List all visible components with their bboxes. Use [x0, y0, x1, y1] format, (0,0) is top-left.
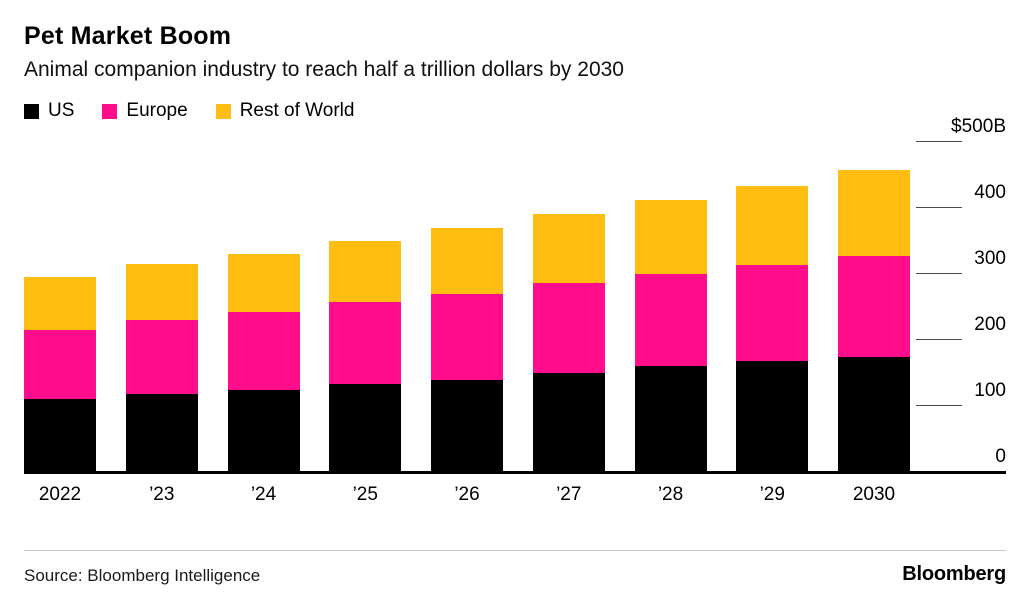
y-tick-line	[916, 339, 962, 340]
bar-segment-us	[532, 373, 605, 472]
legend-item-us: US	[24, 100, 74, 122]
y-tick-label: 300	[974, 248, 1006, 269]
bars	[24, 142, 910, 472]
bar-segment-rest-of-world	[634, 200, 707, 275]
bar-segment-europe	[532, 283, 605, 373]
legend-swatch-europe-icon	[102, 103, 118, 119]
x-axis-line	[24, 471, 1006, 474]
y-tick-line	[916, 207, 962, 208]
x-tick-label-26: ’26	[454, 484, 480, 505]
bar-segment-us	[329, 384, 402, 472]
y-axis: $500B 400 300 200 100 0	[916, 116, 1006, 472]
y-tick-line	[916, 405, 962, 406]
bar-segment-rest-of-world	[431, 227, 503, 294]
legend-label: US	[48, 100, 75, 121]
bar-27	[532, 142, 605, 472]
bar-segment-rest-of-world	[532, 213, 605, 284]
legend-item-rest-of-world: Rest of World	[215, 100, 355, 122]
footer: Source: Bloomberg Intelligence Bloomberg	[24, 551, 1006, 586]
plot-area	[24, 142, 910, 472]
bar-2022	[24, 142, 96, 472]
y-tick-label: 200	[974, 314, 1006, 335]
bar-segment-europe	[634, 274, 707, 367]
bar-segment-rest-of-world	[24, 277, 96, 331]
bloomberg-logo: Bloomberg	[902, 563, 1006, 585]
legend-item-europe: Europe	[102, 100, 188, 122]
source-note: Source: Bloomberg Intelligence	[24, 566, 261, 585]
y-tick-line	[916, 273, 962, 274]
x-tick-label-29: ’29	[759, 484, 785, 505]
x-tick-label-25: ’25	[352, 484, 378, 505]
y-tick-label: $500B	[951, 116, 1006, 137]
bar-segment-us	[227, 389, 300, 472]
bar-segment-europe	[838, 256, 910, 357]
bar-segment-us	[24, 399, 96, 472]
x-tick-label-27: ’27	[556, 484, 582, 505]
legend-swatch-rest-of-world-icon	[215, 103, 231, 119]
y-tick-label: 100	[974, 380, 1006, 401]
bar-segment-europe	[125, 320, 198, 395]
bar-segment-rest-of-world	[227, 253, 300, 312]
legend: US Europe Rest of World	[24, 100, 1006, 122]
x-tick-label-2022: 2022	[38, 484, 82, 505]
x-tick-label-28: ’28	[657, 484, 684, 505]
legend-swatch-us-icon	[24, 103, 39, 119]
bar-segment-us	[736, 361, 809, 472]
spacer	[24, 506, 1006, 544]
bar-29	[736, 142, 809, 472]
bar-segment-europe	[24, 330, 96, 400]
x-tick-label-2030: 2030	[852, 484, 896, 505]
bar-segment-rest-of-world	[838, 170, 910, 257]
chart: $500B 400 300 200 100 0	[24, 116, 1006, 474]
bar-26	[431, 142, 503, 472]
bar-segment-rest-of-world	[125, 264, 198, 321]
x-tick-label-24: ’24	[250, 484, 277, 505]
bar-segment-us	[838, 356, 910, 472]
bar-2030	[838, 142, 910, 472]
bar-24	[227, 142, 300, 472]
bar-segment-us	[431, 379, 503, 472]
legend-label: Europe	[126, 100, 188, 121]
page-subtitle: Animal companion industry to reach half …	[24, 58, 624, 81]
bar-segment-europe	[329, 302, 402, 385]
footer-divider	[24, 550, 1006, 551]
y-tick-line	[916, 141, 962, 142]
bar-segment-us	[125, 394, 198, 472]
x-axis-labels: 2022 ’23 ’24 ’25 ’26 ’27 ’28 ’29 2030	[24, 484, 910, 506]
bar-segment-rest-of-world	[736, 186, 809, 266]
bar-segment-europe	[736, 265, 809, 362]
bar-segment-rest-of-world	[329, 241, 402, 303]
bar-23	[125, 142, 198, 472]
bar-25	[329, 142, 402, 472]
y-tick-label: 400	[974, 182, 1006, 203]
x-tick-label-23: ’23	[149, 484, 175, 505]
page-title: Pet Market Boom	[24, 22, 232, 50]
bar-28	[634, 142, 707, 472]
bar-segment-europe	[431, 293, 503, 380]
bar-segment-us	[634, 366, 707, 472]
y-tick-label: 0	[995, 446, 1006, 467]
legend-label: Rest of World	[239, 100, 355, 121]
bar-segment-europe	[227, 311, 300, 390]
